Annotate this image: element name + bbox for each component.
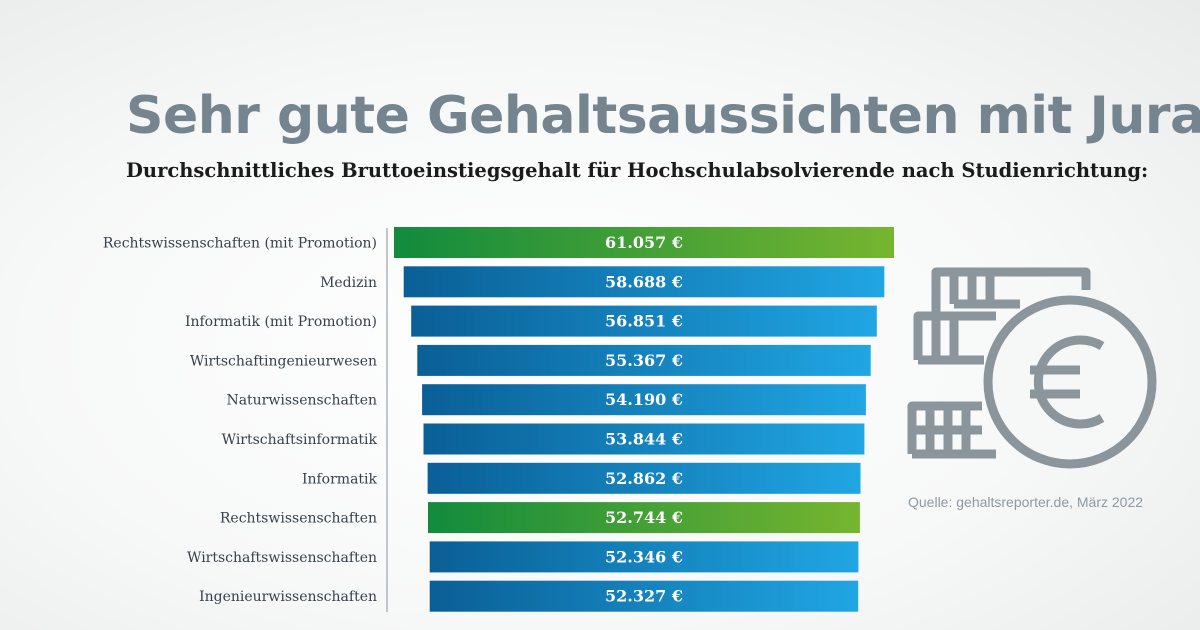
bar-5 (422, 384, 866, 416)
value-label-9: 52.346 € (605, 547, 683, 566)
value-label-7: 52.862 € (605, 469, 683, 488)
category-label-9: Wirtschaftswissenschaften (187, 550, 377, 566)
bar-6 (423, 423, 865, 455)
bar-9 (429, 541, 859, 573)
bar-3 (411, 305, 877, 337)
value-label-6: 53.844 € (605, 430, 683, 449)
bar-4 (417, 344, 871, 376)
bar-1 (394, 227, 894, 258)
chart-title: Sehr gute Gehaltsaussichten mit Jura (126, 86, 1200, 146)
value-label-5: 54.190 € (605, 390, 683, 409)
bar-8 (428, 502, 860, 534)
bar-7 (427, 462, 861, 494)
bar-10 (429, 580, 859, 612)
category-label-2: Medizin (320, 275, 377, 291)
source-note: Quelle: gehaltsreporter.de, März 2022 (908, 494, 1144, 510)
money-euro-icon (907, 267, 1157, 469)
category-label-10: Ingenieurwissenschaften (199, 589, 377, 605)
bar-2 (403, 266, 885, 298)
category-label-1: Rechtswissenschaften (mit Promotion) (103, 236, 377, 252)
category-label-4: Wirtschaftingenieurwesen (190, 353, 377, 369)
category-label-5: Naturwissenschaften (226, 393, 377, 409)
chart-subtitle: Durchschnittliches Bruttoeinstiegsgehalt… (126, 159, 1149, 182)
value-label-8: 52.744 € (605, 508, 683, 527)
value-label-3: 56.851 € (605, 312, 683, 331)
category-label-6: Wirtschaftsinformatik (222, 432, 378, 448)
value-label-4: 55.367 € (605, 351, 683, 370)
category-label-7: Informatik (302, 471, 378, 487)
category-label-8: Rechtswissenschaften (220, 511, 377, 527)
value-label-10: 52.327 € (605, 587, 683, 606)
category-label-3: Informatik (mit Promotion) (185, 314, 377, 330)
value-label-1: 61.057 € (605, 233, 683, 252)
value-label-2: 58.688 € (605, 272, 683, 291)
salary-bar-chart: 61.057 € Rechtswissenschaften (mit Promot… (103, 227, 894, 612)
